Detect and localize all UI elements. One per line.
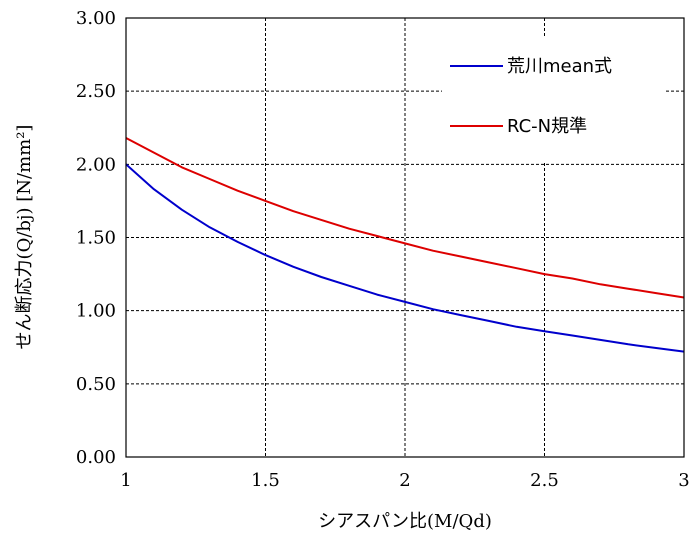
series-lines (125, 137, 685, 353)
y-tick-label: 2.50 (76, 81, 116, 102)
x-axis-label: シアスパン比(M/Qd) (318, 511, 492, 532)
y-tick-label: 0.00 (76, 447, 116, 468)
y-tick-labels: 0.00 0.50 1.00 1.50 2.00 2.50 3.00 (76, 8, 116, 468)
x-tick-label: 1.5 (251, 470, 280, 491)
x-tick-label: 2.5 (530, 470, 559, 491)
y-tick-label: 1.00 (76, 301, 116, 322)
x-tick-labels: 1 1.5 2 2.5 3 (120, 470, 689, 491)
x-tick-label: 1 (120, 470, 131, 491)
legend-label-rcn: RC-N規準 (507, 116, 587, 137)
x-tick-label: 2 (399, 470, 410, 491)
y-axis-label: せん断応力(Q/bj) [N/mm²] (14, 125, 35, 350)
series-line-rcn (125, 137, 685, 299)
x-tick-label: 3 (678, 470, 689, 491)
series-line-arakawa (125, 163, 685, 353)
legend-box (442, 38, 666, 162)
y-tick-label: 3.00 (76, 8, 116, 29)
y-tick-label: 0.50 (76, 374, 116, 395)
y-tick-label: 2.00 (76, 154, 116, 175)
y-tick-label: 1.50 (76, 228, 116, 249)
plot-frame (125, 17, 685, 458)
legend: 荒川mean式 RC-N規準 (442, 38, 666, 162)
legend-label-arakawa: 荒川mean式 (507, 56, 612, 77)
